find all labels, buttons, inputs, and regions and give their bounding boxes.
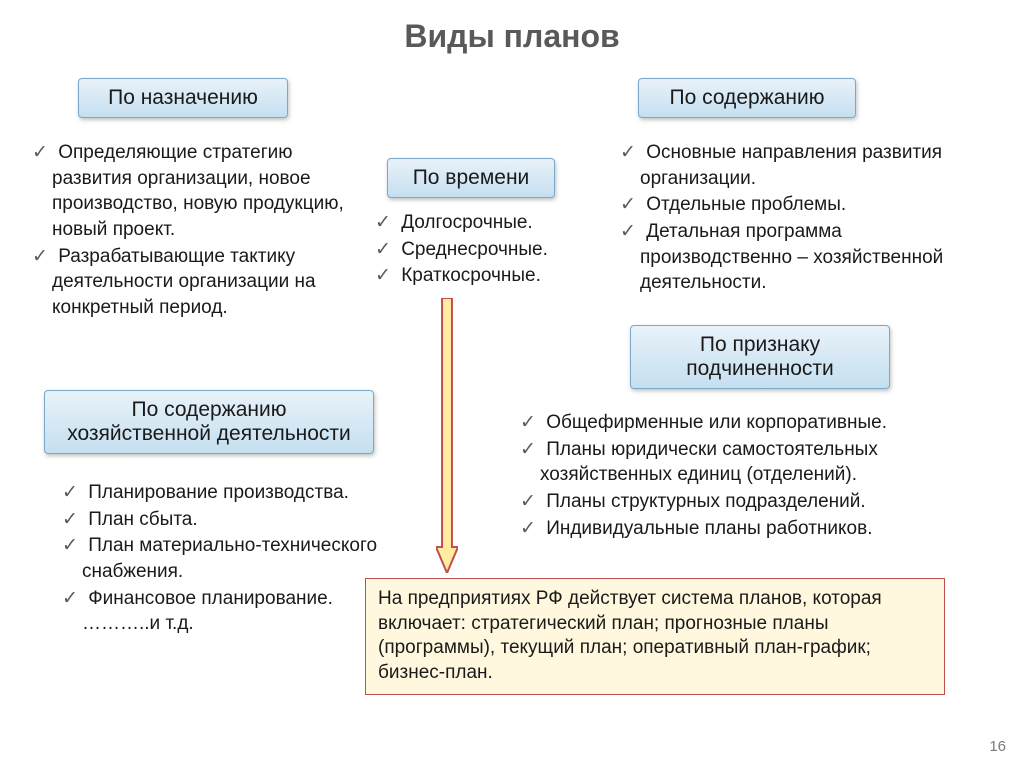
list-item: Финансовое планирование. ………..и т.д. — [62, 586, 392, 637]
note-box: На предприятиях РФ действует система пла… — [365, 578, 945, 695]
list-item: Основные направления развития организаци… — [620, 140, 990, 191]
list-item: Планирование производства. — [62, 480, 392, 506]
list-item: Общефирменные или корпоративные. — [520, 410, 1000, 436]
page-title: Виды планов — [0, 18, 1024, 55]
note-text: На предприятиях РФ действует система пла… — [378, 588, 882, 683]
bullets-activity: Планирование производства. План сбыта. П… — [62, 480, 392, 638]
page-number: 16 — [989, 738, 1006, 755]
bullets-subord: Общефирменные или корпоративные. Планы ю… — [520, 410, 1000, 542]
box-activity-label: По содержанию хозяйственной деятельности — [59, 398, 359, 446]
box-time: По времени — [387, 158, 555, 198]
bullets-purpose: Определяющие стратегию развития организа… — [32, 140, 362, 321]
list-item: Разрабатывающие тактику деятельности орг… — [32, 244, 362, 321]
box-activity: По содержанию хозяйственной деятельности — [44, 390, 374, 454]
list-item: Долгосрочные. — [375, 210, 605, 236]
bullets-content: Основные направления развития организаци… — [620, 140, 990, 297]
box-purpose: По назначению — [78, 78, 288, 118]
box-content: По содержанию — [638, 78, 856, 118]
bullets-time: Долгосрочные. Среднесрочные. Краткосрочн… — [375, 210, 605, 290]
box-time-label: По времени — [413, 166, 530, 190]
list-item: Индивидуальные планы работников. — [520, 516, 1000, 542]
list-item: Определяющие стратегию развития организа… — [32, 140, 362, 243]
list-item: Краткосрочные. — [375, 263, 605, 289]
box-subord-label: По признаку подчиненности — [645, 333, 875, 381]
list-item: Детальная программа производственно – хо… — [620, 219, 990, 296]
box-purpose-label: По назначению — [108, 86, 258, 110]
list-item: План сбыта. — [62, 507, 392, 533]
list-item: Среднесрочные. — [375, 237, 605, 263]
list-item: Планы структурных подразделений. — [520, 489, 1000, 515]
list-item: Планы юридически самостоятельных хозяйст… — [520, 437, 1000, 488]
box-content-label: По содержанию — [670, 86, 825, 110]
list-item: Отдельные проблемы. — [620, 192, 990, 218]
box-subord: По признаку подчиненности — [630, 325, 890, 389]
list-item: План материально-технического снабжения. — [62, 533, 392, 584]
down-arrow-icon — [436, 298, 458, 573]
